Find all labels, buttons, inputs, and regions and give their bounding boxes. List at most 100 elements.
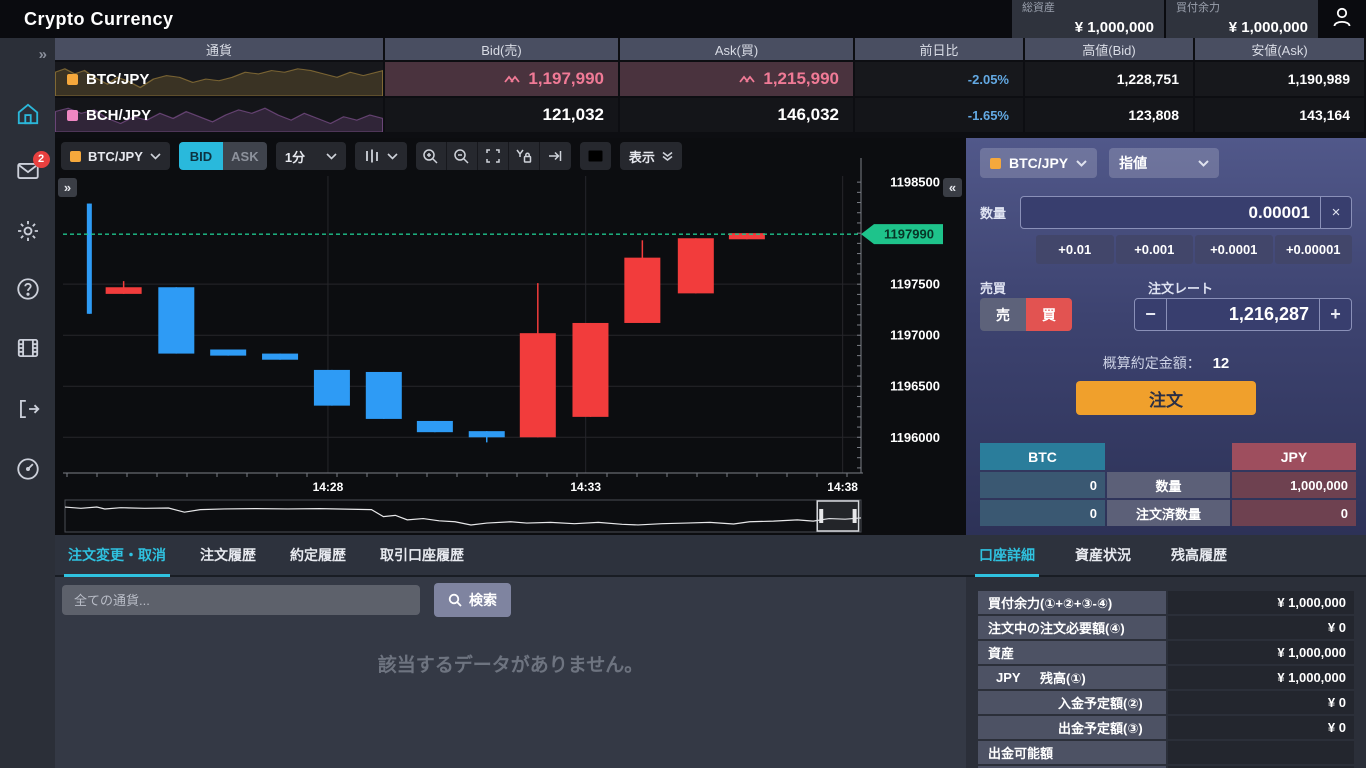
svg-text:14:38: 14:38 bbox=[827, 480, 858, 494]
tab-order-change-cancel[interactable]: 注文変更・取消 bbox=[64, 535, 170, 577]
increment-button-00001[interactable]: +0.0001 bbox=[1195, 235, 1273, 264]
column-header-high: 高値(Bid) bbox=[1025, 38, 1195, 62]
svg-text:1197990: 1197990 bbox=[884, 227, 934, 242]
total-assets-value: ¥ 1,000,000 bbox=[1074, 19, 1154, 36]
zoom-out-icon bbox=[454, 148, 469, 164]
table-row: 資産 ¥ 1,000,000 bbox=[978, 641, 1354, 664]
bch-bid-cell[interactable]: 121,032 bbox=[385, 98, 620, 134]
increment-buttons: +0.01 +0.001 +0.0001 +0.00001 bbox=[1036, 235, 1352, 264]
bch-high-cell: 123,808 bbox=[1025, 98, 1195, 134]
zoom-in-button[interactable] bbox=[416, 142, 447, 170]
tab-execution-history[interactable]: 約定履歴 bbox=[290, 547, 346, 563]
tab-account-detail[interactable]: 口座詳細 bbox=[975, 535, 1039, 577]
clipped-row-value bbox=[1168, 766, 1354, 768]
up-arrows-icon bbox=[738, 73, 756, 86]
buying-power-stat: 買付余力 ¥ 1,000,000 bbox=[1166, 0, 1318, 38]
zoom-out-button[interactable] bbox=[447, 142, 478, 170]
candlestick-chart[interactable]: 1197990 1198500 1197500 1197000 1196500 11960… bbox=[55, 138, 966, 535]
y-axis-lock-button[interactable] bbox=[509, 142, 540, 170]
account-tabbar: 口座詳細 資産状況 残高履歴 bbox=[966, 535, 1366, 577]
user-account-button[interactable] bbox=[1318, 0, 1366, 38]
chart-left-expand-button[interactable]: » bbox=[58, 178, 77, 197]
btc-bid-cell[interactable]: 1,197,990 bbox=[385, 62, 620, 98]
pair-cell-bchjpy[interactable]: BCH/JPY bbox=[55, 98, 385, 134]
account-panel: 口座詳細 資産状況 残高履歴 買付余力(①+②+③-④) ¥ 1,000,000… bbox=[966, 535, 1366, 768]
quantity-row: 数量 × bbox=[980, 196, 1352, 229]
slider-right-handle[interactable] bbox=[852, 509, 857, 523]
search-button[interactable]: 検索 bbox=[434, 583, 511, 617]
pair-label: BTC/JPY bbox=[86, 70, 150, 88]
increment-button-0001[interactable]: +0.001 bbox=[1115, 235, 1193, 264]
tab-asset-status[interactable]: 資産状況 bbox=[1075, 547, 1131, 563]
chart-navigator[interactable] bbox=[64, 499, 862, 533]
user-icon bbox=[1330, 5, 1354, 34]
chart-panel: 1197990 1198500 1197500 1197000 1196500 11960… bbox=[55, 138, 966, 535]
bch-sparkline bbox=[55, 107, 383, 132]
slider-left-handle[interactable] bbox=[819, 509, 824, 523]
navigator-slider[interactable] bbox=[816, 500, 860, 532]
rate-decrease-button[interactable]: − bbox=[1135, 299, 1167, 330]
btc-ask-cell[interactable]: 1,215,990 bbox=[620, 62, 855, 98]
mail-icon: 2 bbox=[15, 150, 50, 189]
x-axis-labels: 14:28 14:33 14:38 bbox=[313, 480, 859, 494]
withdraw-planned-row-value: ¥ 0 bbox=[1168, 716, 1354, 739]
column-header-pair: 通貨 bbox=[55, 38, 385, 62]
table-row: 出金可能額 bbox=[978, 741, 1354, 764]
bch-ask-cell[interactable]: 146,032 bbox=[620, 98, 855, 134]
increment-button-001[interactable]: +0.01 bbox=[1036, 235, 1114, 264]
order-type-select[interactable]: 指値 bbox=[1109, 148, 1220, 178]
pending-order-row-value: ¥ 0 bbox=[1168, 616, 1354, 639]
increment-button-000001[interactable]: +0.00001 bbox=[1274, 235, 1352, 264]
sidebar-item-home[interactable] bbox=[0, 96, 55, 136]
sidebar-item-performance[interactable] bbox=[0, 451, 55, 491]
chart-pair-select[interactable]: BTC/JPY bbox=[61, 142, 170, 170]
rate-value[interactable]: 1,216,287 bbox=[1228, 304, 1309, 324]
sell-button[interactable]: 売 bbox=[980, 298, 1026, 331]
sidebar-item-help[interactable] bbox=[0, 271, 55, 311]
quantity-input[interactable] bbox=[1021, 197, 1320, 228]
svg-text:1197500: 1197500 bbox=[890, 277, 940, 292]
pair-swatch bbox=[70, 150, 81, 162]
film-icon bbox=[15, 335, 41, 366]
chevron-down-icon bbox=[150, 152, 161, 160]
sidebar-item-messages[interactable]: 2 bbox=[0, 150, 55, 193]
bch-low-cell: 143,164 bbox=[1195, 98, 1366, 134]
interval-select[interactable]: 1分 bbox=[275, 142, 346, 170]
balance-header-spacer bbox=[1107, 443, 1230, 470]
order-pair-label: BTC/JPY bbox=[1009, 155, 1069, 171]
buy-button[interactable]: 買 bbox=[1026, 298, 1072, 331]
rate-label: 注文レート bbox=[1148, 281, 1214, 296]
assets-row-value: ¥ 1,000,000 bbox=[1168, 641, 1354, 664]
pair-cell-btcjpy[interactable]: BTC/JPY bbox=[55, 62, 385, 98]
chart-snapshot-button[interactable] bbox=[579, 142, 611, 170]
go-to-latest-button[interactable] bbox=[540, 142, 571, 170]
rate-increase-button[interactable]: + bbox=[1319, 299, 1351, 330]
chart-right-collapse-button[interactable]: « bbox=[943, 178, 962, 197]
y-axis-labels: 1198500 1197500 1197000 1196500 1196000 bbox=[890, 175, 940, 445]
btc-bid-value: 1,197,990 bbox=[528, 69, 604, 88]
display-options-select[interactable]: 表示 bbox=[619, 142, 682, 170]
submit-order-button[interactable]: 注文 bbox=[1076, 381, 1256, 415]
assets-row-label: 資産 bbox=[978, 641, 1166, 664]
ask-toggle-button[interactable]: ASK bbox=[222, 142, 267, 170]
quantity-clear-button[interactable]: × bbox=[1320, 197, 1351, 228]
chart-type-select[interactable] bbox=[354, 142, 407, 170]
chevron-down-icon bbox=[326, 152, 337, 160]
chart-grid bbox=[63, 176, 861, 473]
tab-account-history[interactable]: 取引口座履歴 bbox=[380, 547, 464, 563]
sidebar-expand-button[interactable]: » bbox=[38, 46, 47, 63]
bid-toggle-button[interactable]: BID bbox=[178, 142, 223, 170]
tab-order-history[interactable]: 注文履歴 bbox=[200, 547, 256, 563]
tab-balance-history[interactable]: 残高履歴 bbox=[1171, 547, 1227, 563]
estimate-row: 概算約定金額： 12 bbox=[966, 353, 1366, 373]
currency-search-input[interactable] bbox=[62, 585, 420, 615]
column-header-low: 安値(Ask) bbox=[1195, 38, 1366, 62]
sidebar-item-settings[interactable] bbox=[0, 213, 55, 253]
total-assets-stat: 総資産 ¥ 1,000,000 bbox=[1012, 0, 1164, 38]
sidebar-item-logout[interactable] bbox=[0, 391, 55, 431]
fit-chart-button[interactable] bbox=[478, 142, 509, 170]
chart-toolbar: BTC/JPY BID ASK 1分 bbox=[55, 138, 966, 174]
sidebar-item-media[interactable] bbox=[0, 330, 55, 370]
double-chevron-down-icon bbox=[662, 151, 673, 161]
order-pair-select[interactable]: BTC/JPY bbox=[980, 148, 1098, 178]
